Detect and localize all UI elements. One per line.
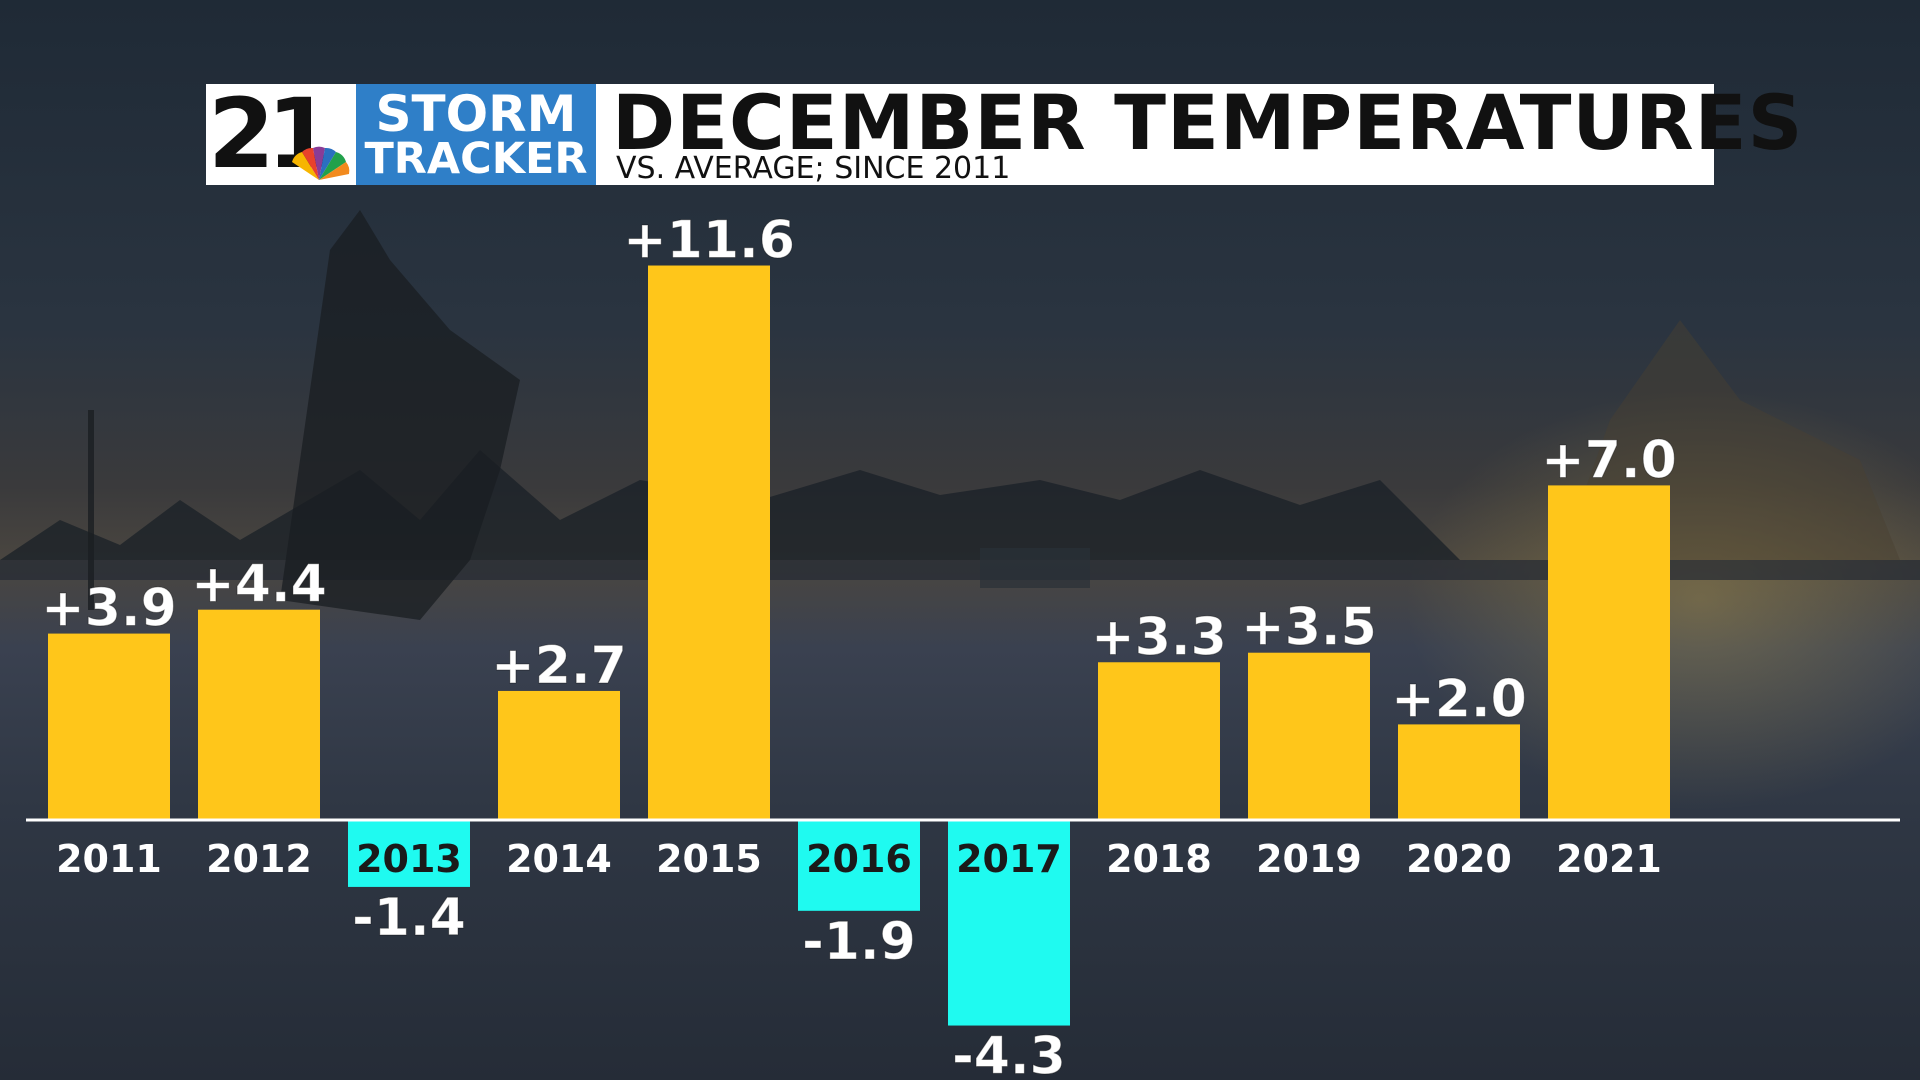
value-label: +7.0: [1541, 430, 1677, 490]
year-label: 2014: [506, 837, 612, 881]
year-label: 2016: [806, 837, 912, 881]
value-label: -1.4: [352, 888, 466, 948]
bar-2013: [348, 820, 470, 887]
value-label: +2.0: [1391, 669, 1527, 729]
chart-title: DECEMBER TEMPERATURES: [612, 78, 1804, 167]
year-label: 2011: [56, 837, 162, 881]
value-label: +2.7: [491, 636, 627, 696]
bar-2016: [798, 820, 920, 911]
year-label: 2020: [1406, 837, 1512, 881]
bar-2015: [648, 265, 770, 820]
year-label: 2015: [656, 837, 762, 881]
bar-2012: [198, 609, 320, 820]
value-label: +11.6: [623, 211, 795, 271]
bar-2018: [1098, 662, 1220, 820]
logo-storm-text: STORM: [375, 85, 577, 143]
year-label: 2017: [956, 837, 1062, 881]
value-label: +3.3: [1091, 607, 1227, 667]
logo-tracker-text: TRACKER: [364, 134, 588, 184]
year-label: 2012: [206, 837, 312, 881]
bar-2020: [1398, 724, 1520, 820]
year-label: 2013: [356, 837, 462, 881]
peacock-logo-icon: [292, 146, 350, 180]
value-label: +3.9: [41, 579, 177, 639]
value-label: +3.5: [1241, 598, 1377, 658]
logo-number: 21: [206, 84, 358, 185]
bar-2014: [498, 690, 620, 820]
year-label: 2018: [1106, 837, 1212, 881]
bar-2017: [948, 820, 1070, 1026]
bar-2021: [1548, 485, 1670, 820]
bar-2011: [48, 633, 170, 820]
value-label: +4.4: [191, 555, 327, 615]
year-label: 2019: [1256, 837, 1362, 881]
bar-2019: [1248, 652, 1370, 820]
storm-tracker-logo: STORM TRACKER: [356, 84, 596, 185]
value-label: -1.9: [802, 912, 916, 972]
year-label: 2021: [1556, 837, 1662, 881]
chart-subtitle: VS. AVERAGE; SINCE 2011: [616, 151, 1011, 186]
value-label: -4.3: [952, 1027, 1066, 1080]
